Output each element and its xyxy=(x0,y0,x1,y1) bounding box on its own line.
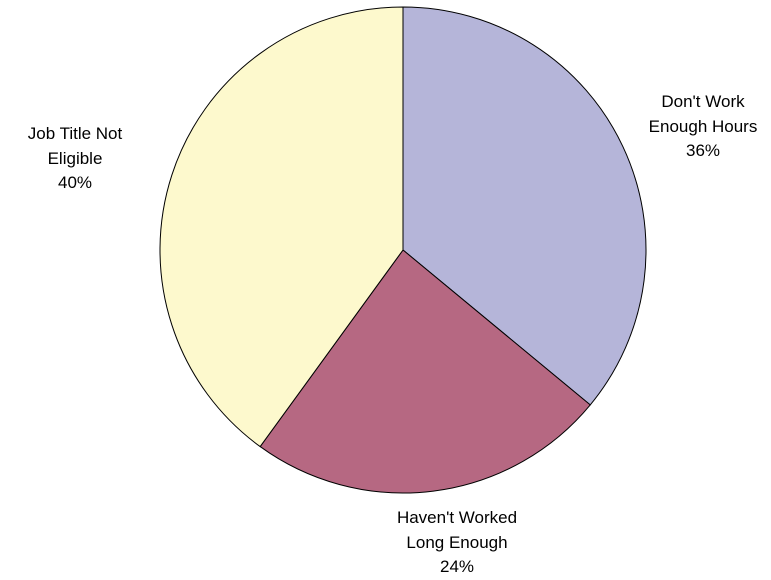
pie-slice xyxy=(259,249,591,494)
slice-value-label: 36% xyxy=(685,141,721,160)
slice-label: Haven't Worked Long Enough xyxy=(396,508,518,552)
slice-value-label: 40% xyxy=(57,173,93,192)
slice-label: Job Title Not Eligible xyxy=(27,124,123,168)
pie-slice xyxy=(402,6,647,406)
slice-label: Don't Work Enough Hours xyxy=(648,92,758,136)
pie-slice xyxy=(159,6,404,448)
slice-value-label: 24% xyxy=(439,557,475,576)
